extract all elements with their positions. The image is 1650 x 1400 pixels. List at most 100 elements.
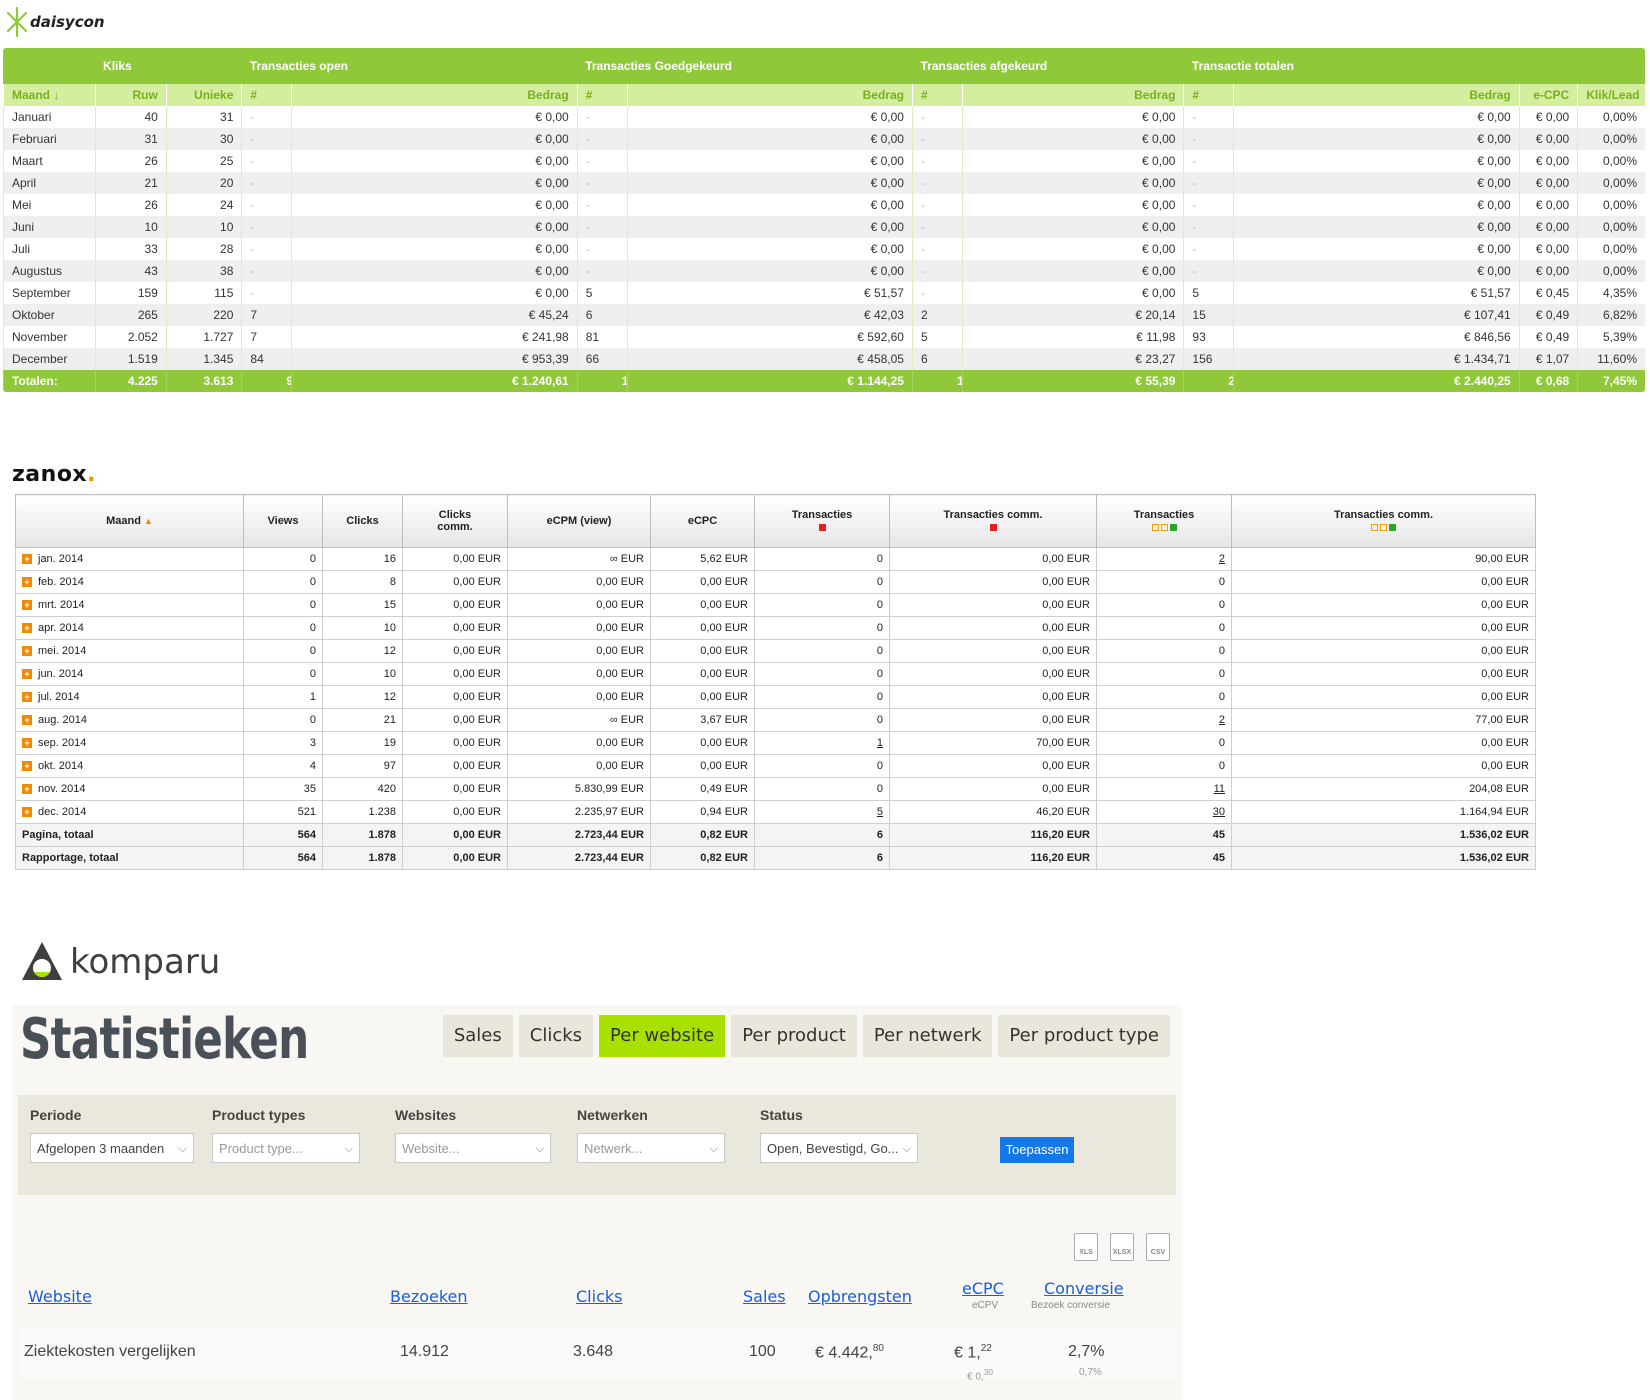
table-cell: 0 xyxy=(1096,662,1232,686)
col-klik-lead[interactable]: Klik/Lead xyxy=(1577,84,1645,106)
row-sales: 100 xyxy=(749,1343,776,1360)
table-row: + jun. 2014 0 10 0,00 EUR 0,00 EUR 0,00 EUR 0 0,… xyxy=(15,662,1536,686)
table-cell: 0,00% xyxy=(1577,260,1645,282)
tab-per-netwerk[interactable]: Per netwerk xyxy=(862,1015,993,1057)
table-cell: 0 xyxy=(754,547,890,571)
transaction-count-link[interactable]: 2 xyxy=(1218,553,1225,565)
month-cell[interactable]: + jan. 2014 xyxy=(15,547,244,571)
expand-icon[interactable]: + xyxy=(22,577,32,588)
expand-icon[interactable]: + xyxy=(22,646,32,657)
tab-per-product-type[interactable]: Per product type xyxy=(998,1015,1170,1057)
table-cell: 0,00 EUR xyxy=(889,616,1097,640)
month-cell[interactable]: + jul. 2014 xyxy=(15,685,244,709)
month-cell[interactable]: + sep. 2014 xyxy=(15,731,244,755)
apply-button[interactable]: Toepassen xyxy=(1000,1137,1074,1163)
col-transacties-comm-approved[interactable]: Transacties comm. xyxy=(1231,494,1536,548)
month-cell[interactable]: + mei. 2014 xyxy=(15,639,244,663)
table-cell: 0 xyxy=(243,662,323,686)
table-cell: - xyxy=(911,194,963,216)
col-clicks[interactable]: Clicks xyxy=(322,494,403,548)
col-ecpm-view[interactable]: eCPM (view) xyxy=(507,494,651,548)
status-select[interactable]: Open, Bevestigd, Go... ⌵ xyxy=(760,1133,918,1163)
month-cell[interactable]: + apr. 2014 xyxy=(15,616,244,640)
expand-icon[interactable]: + xyxy=(22,554,32,565)
col-goedgekeurd-count[interactable]: # xyxy=(576,84,628,106)
month-cell[interactable]: + okt. 2014 xyxy=(15,754,244,778)
col-clicks-link[interactable]: Clicks xyxy=(576,1287,623,1306)
month-label: aug. 2014 xyxy=(38,714,87,726)
month-cell[interactable]: + mrt. 2014 xyxy=(15,593,244,617)
col-bezoeken-link[interactable]: Bezoeken xyxy=(390,1287,468,1306)
transaction-count-link[interactable]: 5 xyxy=(876,806,883,818)
table-cell: € 0,00 xyxy=(1233,172,1520,194)
col-ecpc[interactable]: eCPC xyxy=(650,494,755,548)
download-xlsx-icon[interactable]: XLSX xyxy=(1110,1233,1134,1261)
table-cell: 1.164,94 EUR xyxy=(1231,800,1536,824)
col-clicks-comm[interactable]: Clicks comm. xyxy=(402,494,508,548)
col-open-bedrag[interactable]: Bedrag xyxy=(291,84,578,106)
col-maand-sort[interactable]: Maand ↓ xyxy=(3,84,96,106)
expand-icon[interactable]: + xyxy=(22,761,32,772)
product-types-select[interactable]: Product type... ⌵ xyxy=(212,1133,360,1163)
month-cell[interactable]: + dec. 2014 xyxy=(15,800,244,824)
col-ruw[interactable]: Ruw xyxy=(94,84,167,106)
tab-sales[interactable]: Sales xyxy=(442,1015,513,1057)
download-xls-icon[interactable]: XLS xyxy=(1074,1233,1098,1261)
table-row: Oktober 265 220 7 € 45,24 6 € 42,03 2 € 20,14 15 €… xyxy=(3,304,1645,326)
table-cell: € 0,00 xyxy=(1518,172,1578,194)
table-cell: € 0,00 xyxy=(626,194,913,216)
table-cell: € 0,45 xyxy=(1518,282,1578,304)
expand-icon[interactable]: + xyxy=(22,669,32,680)
col-afgekeurd-count[interactable]: # xyxy=(911,84,963,106)
tab-per-website[interactable]: Per website xyxy=(599,1015,726,1057)
col-maand[interactable]: Maand ▲ xyxy=(15,494,244,548)
col-views[interactable]: Views xyxy=(243,494,323,548)
month-cell[interactable]: + nov. 2014 xyxy=(15,777,244,801)
col-totaal-count[interactable]: # xyxy=(1183,84,1234,106)
expand-icon[interactable]: + xyxy=(22,738,32,749)
netwerken-select[interactable]: Netwerk... ⌵ xyxy=(577,1133,725,1163)
table-cell: 19 xyxy=(322,731,403,755)
col-unieke[interactable]: Unieke xyxy=(165,84,242,106)
table-cell: 31 xyxy=(165,106,242,128)
transaction-count-link[interactable]: 2 xyxy=(1218,714,1225,726)
col-goedgekeurd-bedrag[interactable]: Bedrag xyxy=(626,84,913,106)
table-cell: 159 xyxy=(94,282,167,304)
expand-icon[interactable]: + xyxy=(22,784,32,795)
col-website-link[interactable]: Website xyxy=(28,1287,92,1306)
col-afgekeurd-bedrag[interactable]: Bedrag xyxy=(961,84,1184,106)
col-transacties-rejected[interactable]: Transacties xyxy=(754,494,890,548)
tab-per-product[interactable]: Per product xyxy=(731,1015,857,1057)
tab-clicks[interactable]: Clicks xyxy=(518,1015,594,1057)
col-sales-link[interactable]: Sales xyxy=(743,1287,786,1306)
rejected-status-icon xyxy=(989,523,997,531)
websites-select[interactable]: Website... ⌵ xyxy=(395,1133,551,1163)
periode-select[interactable]: Afgelopen 3 maanden ⌵ xyxy=(30,1133,194,1163)
transaction-count-link[interactable]: 30 xyxy=(1212,806,1225,818)
periode-label: Periode xyxy=(30,1107,82,1123)
table-cell: € 0,00 xyxy=(1233,238,1520,260)
expand-icon[interactable]: + xyxy=(22,600,32,611)
col-ecpc[interactable]: e-CPC xyxy=(1518,84,1578,106)
col-totaal-bedrag[interactable]: Bedrag xyxy=(1233,84,1520,106)
month-cell[interactable]: + aug. 2014 xyxy=(15,708,244,732)
expand-icon[interactable]: + xyxy=(22,715,32,726)
expand-icon[interactable]: + xyxy=(22,623,32,634)
col-open-count[interactable]: # xyxy=(241,84,292,106)
col-conversie-link[interactable]: Conversie xyxy=(1044,1279,1124,1298)
month-cell[interactable]: + feb. 2014 xyxy=(15,570,244,594)
table-cell: 26 xyxy=(94,150,167,172)
table-cell: 21 xyxy=(322,708,403,732)
col-ecpc-link[interactable]: eCPC xyxy=(962,1279,1004,1298)
table-cell: € 0,00 xyxy=(1518,260,1578,282)
table-cell: € 0,00 xyxy=(961,128,1184,150)
download-csv-icon[interactable]: CSV xyxy=(1146,1233,1170,1261)
expand-icon[interactable]: + xyxy=(22,807,32,818)
expand-icon[interactable]: + xyxy=(22,692,32,703)
col-transacties-approved[interactable]: Transacties xyxy=(1096,494,1232,548)
col-opbrengsten-link[interactable]: Opbrengsten xyxy=(808,1287,912,1306)
transaction-count-link[interactable]: 1 xyxy=(876,737,883,749)
col-transacties-comm-rejected[interactable]: Transacties comm. xyxy=(889,494,1097,548)
month-cell[interactable]: + jun. 2014 xyxy=(15,662,244,686)
transaction-count-link[interactable]: 11 xyxy=(1213,783,1225,795)
